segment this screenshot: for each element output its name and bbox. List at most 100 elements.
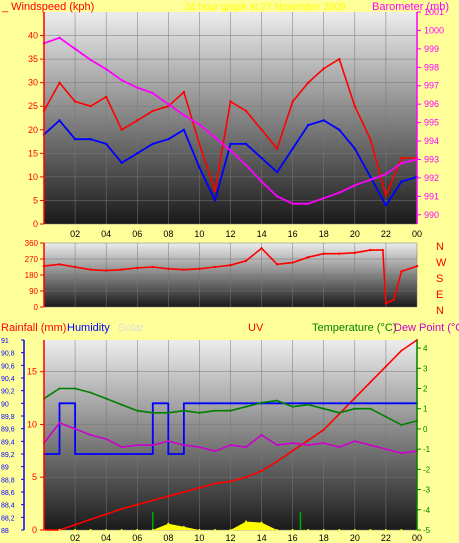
rain-tick-label: 15 [27,367,37,377]
bottom-x-tick-label: 12 [225,533,235,543]
bottom-series-point [369,402,372,405]
bottom-series-point [400,402,403,405]
bottom-series-point [89,529,92,531]
bottom-series-point [213,409,216,412]
bottom-series-point [369,529,372,531]
direction-series-point [182,268,186,271]
top-x-tick-label: 16 [288,229,298,239]
bottom-series-point [322,442,325,445]
humidity-tick-label: 88,2 [1,515,15,522]
top-series-point [322,119,325,122]
bottom-series-point [58,421,61,424]
bottom-series-point [105,513,108,516]
humidity-title: Humidity [67,322,110,334]
bottom-series-point [245,446,248,449]
top-series-point [182,128,186,131]
top-left-tick-label: 20 [28,125,38,135]
humidity-tick-label: 90,8 [1,351,15,358]
bottom-x-tick-label: 18 [319,533,329,543]
bottom-series-point [167,411,170,414]
top-right-tick-label: 998 [424,62,439,72]
top-x-tick-label: 04 [101,229,111,239]
top-series-point [120,161,123,164]
bottom-series-point [369,444,372,447]
bottom-series-point [58,387,61,390]
top-left-tick-label: 25 [28,101,38,111]
top-series-point [136,152,139,155]
bottom-series-point [151,402,154,405]
windspeed-title: _ Windspeed (kph) [1,1,94,13]
bottom-series-point [198,446,201,449]
rain-tick-label: 5 [32,472,37,482]
top-left-tick-label: 0 [33,219,38,229]
bottom-series-point [229,529,232,531]
top-series-point [104,142,108,146]
bottom-series-point [167,453,170,455]
bottom-series-point [322,529,325,531]
top-right-tick-label: 993 [424,154,439,164]
bottom-series-point [89,518,92,521]
bottom-series-point [182,525,185,528]
bottom-series-point [307,403,310,406]
bottom-series-point [198,529,201,531]
bottom-series-point [353,407,356,410]
bottom-series-point [74,529,77,531]
top-series-point [58,36,61,40]
direction-series-point [229,264,232,267]
direction-w: W [436,257,447,269]
direction-tick-label: 90 [29,287,38,296]
direction-series-point [213,265,217,269]
bottom-series-point [58,529,61,531]
bottom-series-point [58,402,61,405]
top-x-tick-label: 22 [381,229,391,239]
top-series-point [260,156,263,160]
bottom-series-point [322,407,325,410]
top-left-tick-label: 40 [28,31,38,41]
direction-series-point [104,269,108,272]
bottom-series-point [182,409,185,412]
bottom-series-line [44,402,417,455]
direction-series-point [400,270,403,273]
top-series-point [167,102,170,106]
temperature-tick-label: 1 [423,405,428,414]
bottom-series-point [198,402,201,405]
temperature-tick-label: -5 [423,526,431,535]
bottom-series-point [74,453,77,455]
bottom-series-point [353,440,356,443]
top-series-point [167,138,170,141]
top-series-point [369,138,372,141]
temperature-tick-label: 4 [423,344,428,353]
top-right-tick-label: 999 [424,44,439,54]
bottom-series-point [229,480,232,483]
direction-n-top: N [436,241,444,253]
bottom-series-point [245,476,248,479]
top-series-point [213,199,217,202]
bottom-series-point [307,529,310,531]
top-right-tick-label: 994 [424,136,439,146]
bottom-series-point [384,402,387,405]
direction-series-point [260,247,263,250]
bottom-series-point [276,402,279,405]
top-right-tick-label: 997 [424,81,439,91]
top-series-point [338,128,341,131]
bottom-series-point [260,469,263,472]
humidity-tick-label: 90,4 [1,376,15,383]
bottom-series-point [136,409,139,412]
top-series-point [384,203,388,207]
bottom-series-point [120,529,123,531]
bottom-series-point [400,529,403,531]
bottom-x-tick-label: 14 [257,533,267,543]
bottom-series-point [89,434,92,436]
top-series-point [260,180,263,183]
top-series-point [353,105,357,108]
bottom-series-point [338,446,341,449]
top-series-point [400,180,403,183]
bottom-series-point [213,529,216,531]
top-right-tick-label: 991 [424,191,439,201]
bottom-series-point [400,423,403,426]
direction-series-point [120,268,123,271]
bottom-series-point [384,448,387,451]
top-series-point [182,114,186,117]
humidity-tick-label: 89,8 [1,414,15,421]
top-series-point [275,147,279,150]
